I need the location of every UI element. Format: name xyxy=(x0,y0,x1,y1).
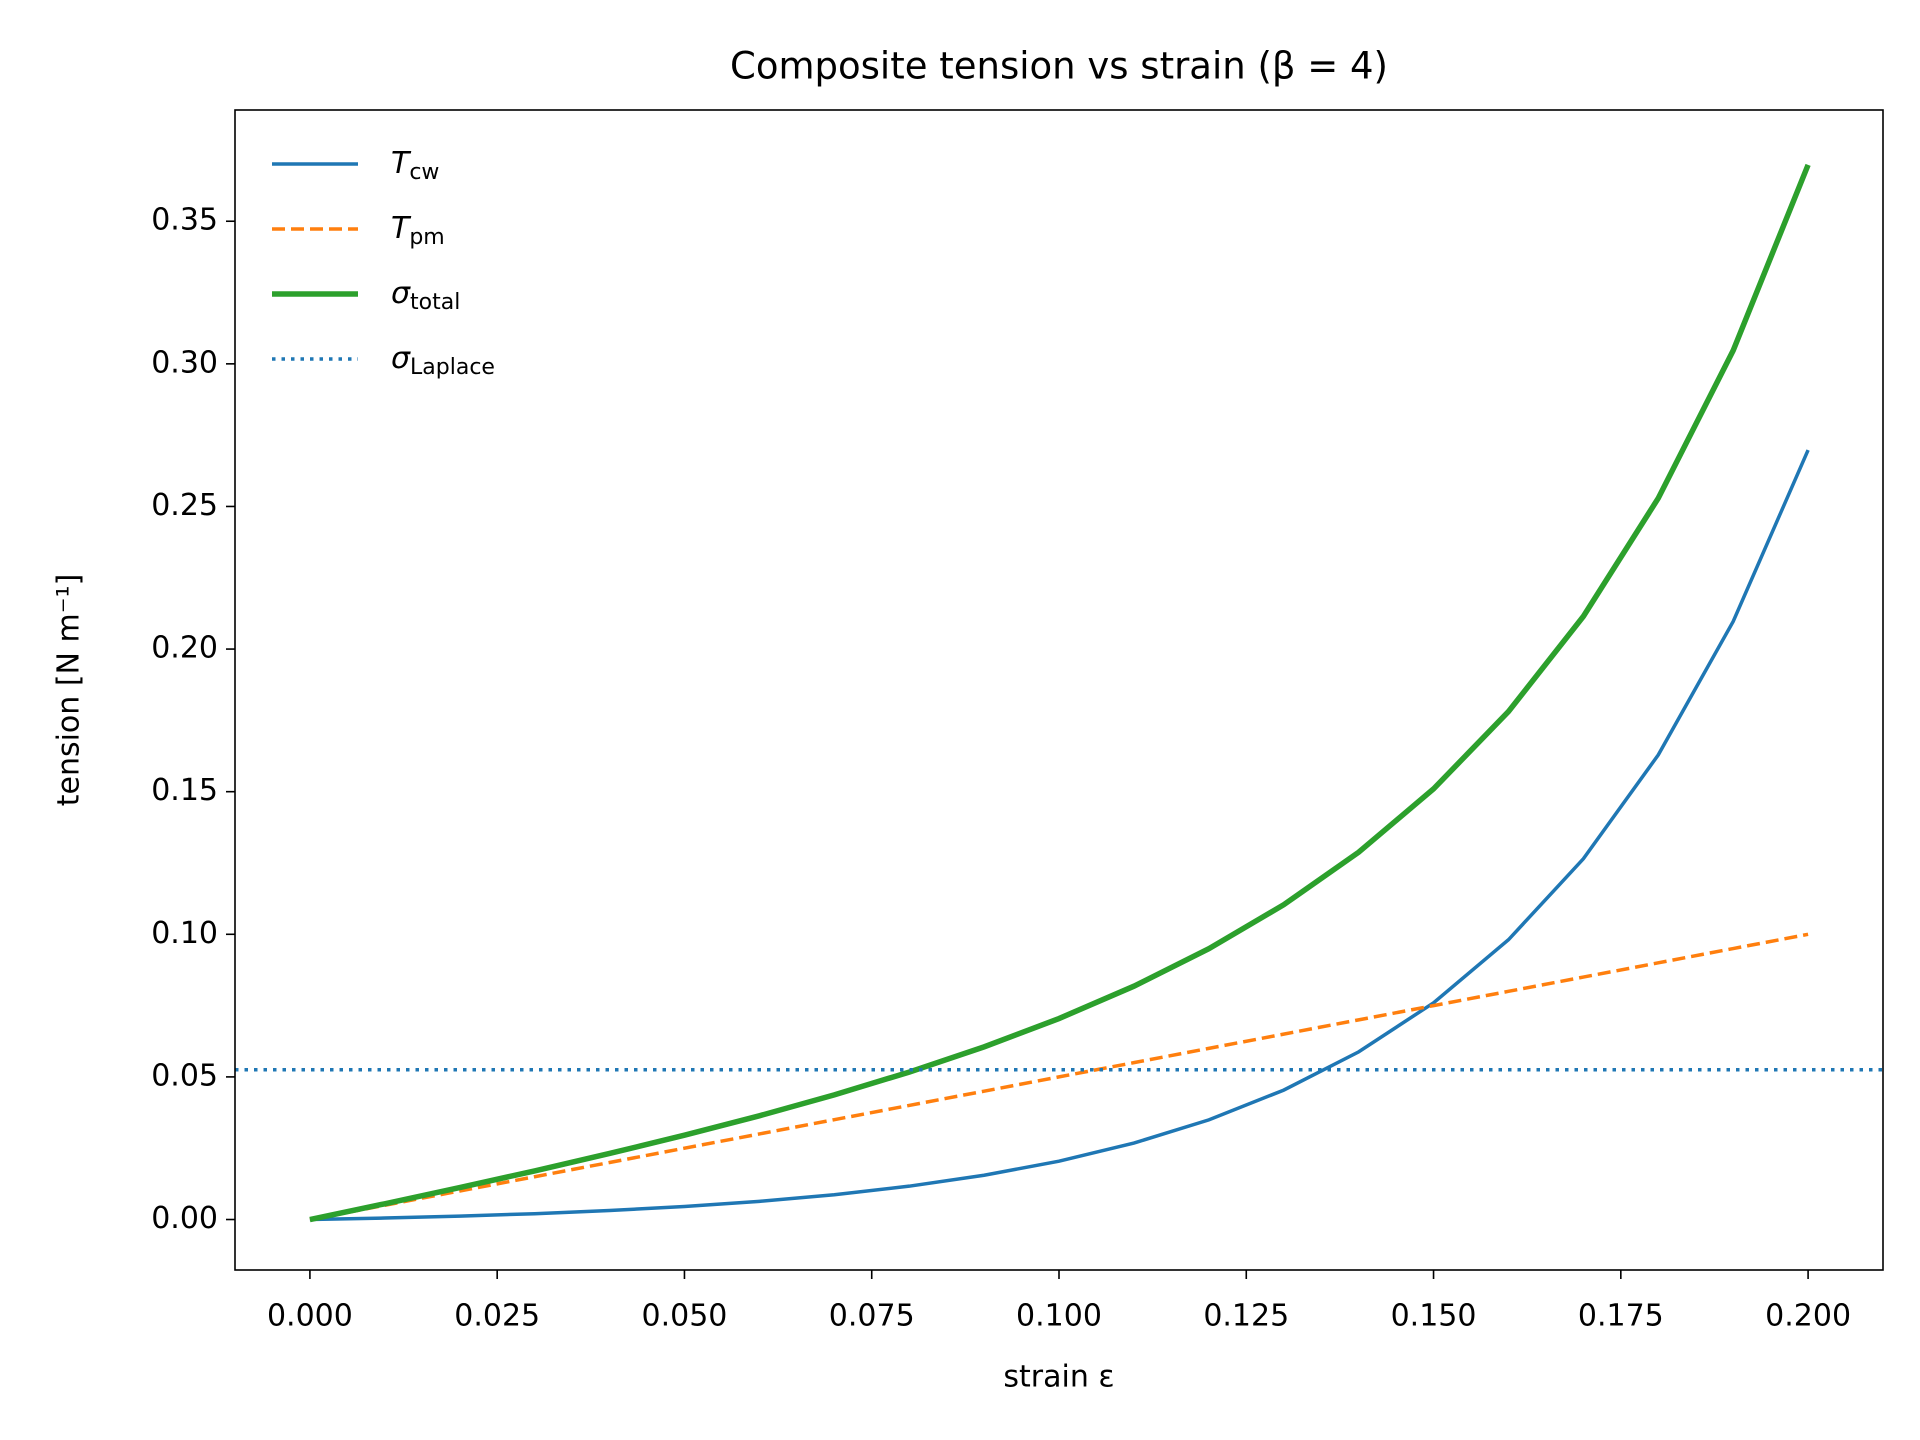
y-tick-label: 0.25 xyxy=(151,488,218,523)
legend-subscript: cw xyxy=(409,160,439,185)
y-tick-label: 0.20 xyxy=(151,631,218,666)
y-tick-label: 0.10 xyxy=(151,916,218,951)
plot-frame xyxy=(234,109,1884,1271)
legend-symbol: T xyxy=(391,211,412,246)
legend-label: Tcw xyxy=(391,146,439,186)
legend-subscript: total xyxy=(410,290,460,315)
y-tick-label: 0.05 xyxy=(151,1058,218,1093)
y-tick-label: 0.35 xyxy=(151,203,218,238)
legend-symbol: σ xyxy=(391,276,411,311)
x-tick-label: 0.175 xyxy=(1578,1299,1664,1334)
x-tick-label: 0.025 xyxy=(454,1299,540,1334)
legend-subscript: Laplace xyxy=(410,355,495,380)
y-tick-label: 0.15 xyxy=(151,773,218,808)
legend-label: σtotal xyxy=(391,276,460,316)
line-series xyxy=(309,449,1810,1222)
y-tick-label: 0.00 xyxy=(151,1201,218,1236)
x-tick-label: 0.000 xyxy=(267,1299,353,1334)
x-axis-label: strain ε xyxy=(1003,1360,1114,1395)
legend-label: Tpm xyxy=(391,211,445,251)
legend-symbol: σ xyxy=(391,341,411,376)
chart-title: Composite tension vs strain (β = 4) xyxy=(730,45,1388,88)
line-series xyxy=(309,932,1809,1222)
x-tick-label: 0.125 xyxy=(1203,1299,1289,1334)
x-tick-label: 0.150 xyxy=(1391,1299,1477,1334)
legend-subscript: pm xyxy=(409,225,444,250)
y-axis-label: tension [N m⁻¹] xyxy=(52,574,87,807)
line-series xyxy=(309,163,1811,1223)
x-tick-label: 0.200 xyxy=(1765,1299,1851,1334)
legend-label: σLaplace xyxy=(391,341,495,381)
x-tick-label: 0.100 xyxy=(1016,1299,1102,1334)
y-tick-label: 0.30 xyxy=(151,345,218,380)
x-tick-label: 0.050 xyxy=(642,1299,728,1334)
legend-symbol: T xyxy=(391,146,412,181)
x-tick-label: 0.075 xyxy=(829,1299,915,1334)
